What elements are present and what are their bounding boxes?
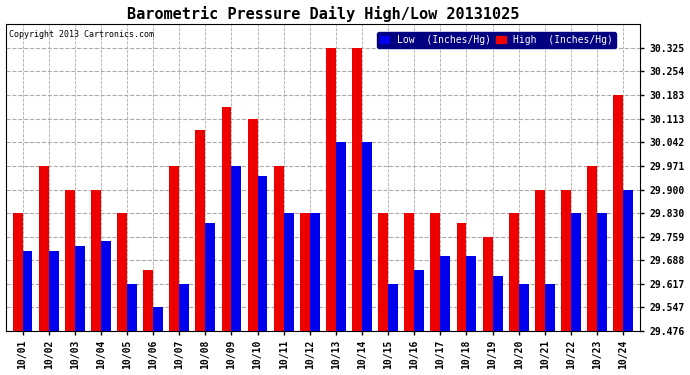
Bar — [248, 118, 257, 375]
Bar — [274, 166, 284, 375]
Bar — [144, 270, 153, 375]
Bar — [352, 48, 362, 375]
Bar — [91, 190, 101, 375]
Bar — [493, 276, 502, 375]
Bar — [571, 213, 581, 375]
Bar — [483, 237, 493, 375]
Bar — [597, 213, 607, 375]
Bar — [284, 213, 294, 375]
Bar — [336, 142, 346, 375]
Bar — [65, 190, 75, 375]
Bar — [169, 166, 179, 375]
Bar — [362, 142, 372, 375]
Bar — [23, 251, 32, 375]
Bar — [257, 176, 268, 375]
Bar — [509, 213, 519, 375]
Bar — [388, 284, 398, 375]
Bar — [587, 166, 597, 375]
Bar — [535, 190, 545, 375]
Bar — [404, 213, 414, 375]
Bar — [179, 284, 189, 375]
Bar — [431, 213, 440, 375]
Title: Barometric Pressure Daily High/Low 20131025: Barometric Pressure Daily High/Low 20131… — [127, 6, 519, 21]
Bar — [195, 130, 206, 375]
Bar — [561, 190, 571, 375]
Bar — [117, 213, 127, 375]
Bar — [310, 213, 319, 375]
Bar — [127, 284, 137, 375]
Bar — [545, 284, 555, 375]
Bar — [519, 284, 529, 375]
Bar — [221, 107, 231, 375]
Bar — [440, 256, 451, 375]
Legend: Low  (Inches/Hg), High  (Inches/Hg): Low (Inches/Hg), High (Inches/Hg) — [377, 32, 616, 48]
Bar — [623, 190, 633, 375]
Bar — [466, 256, 476, 375]
Bar — [613, 95, 623, 375]
Bar — [231, 166, 241, 375]
Bar — [39, 166, 49, 375]
Text: Copyright 2013 Cartronics.com: Copyright 2013 Cartronics.com — [9, 30, 154, 39]
Bar — [12, 213, 23, 375]
Bar — [300, 213, 310, 375]
Bar — [75, 246, 85, 375]
Bar — [101, 241, 111, 375]
Bar — [378, 213, 388, 375]
Bar — [206, 223, 215, 375]
Bar — [457, 223, 466, 375]
Bar — [49, 251, 59, 375]
Bar — [326, 48, 336, 375]
Bar — [414, 270, 424, 375]
Bar — [153, 308, 163, 375]
